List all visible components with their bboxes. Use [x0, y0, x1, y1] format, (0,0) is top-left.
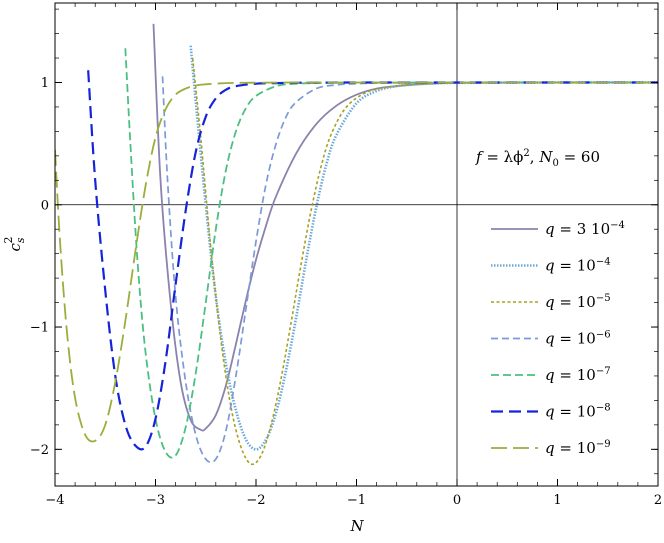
legend-item-2: q = 10−4 — [491, 257, 611, 275]
legend-item-3: q = 10−5 — [491, 293, 611, 311]
series-layer — [55, 23, 658, 466]
legend-item-6: q = 10−8 — [491, 403, 611, 421]
y-axis-label-sup: 2 — [2, 236, 15, 243]
y-axis-label: cs2 — [2, 236, 27, 251]
x-tick-label: 0 — [453, 493, 461, 508]
x-axis-label: N — [349, 517, 364, 535]
axis-ticks: −4 −3 −2 −1 0 1 2 −2 −1 0 1 — [30, 3, 662, 508]
legend-item-4: q = 10−6 — [491, 330, 611, 348]
legend-label: q = 10−7 — [545, 366, 611, 384]
legend-label: q = 10−6 — [545, 330, 611, 348]
series-line-7 — [55, 81, 658, 443]
series-line-5 — [124, 48, 658, 459]
x-tick-label: 1 — [553, 493, 561, 508]
x-tick-label: 2 — [654, 493, 662, 508]
legend-label: q = 10−5 — [545, 293, 611, 311]
x-tick-label: −4 — [45, 493, 64, 508]
y-tick-label: 1 — [41, 76, 49, 91]
x-tick-label: −1 — [347, 493, 366, 508]
legend-item-5: q = 10−7 — [491, 366, 611, 384]
legend-item-7: q = 10−9 — [491, 439, 611, 457]
legend-label: q = 10−4 — [545, 257, 611, 275]
y-axis-label-sub: s — [14, 237, 27, 243]
model-annotation: f = λϕ2, N0 = 60 — [475, 148, 600, 169]
legend: q = 3 10−4 q = 10−4 q = 10−5 q = 10−6 q = 10… — [491, 220, 625, 457]
y-tick-label: 0 — [41, 198, 49, 213]
x-tick-label: −3 — [146, 493, 165, 508]
y-tick-label: −1 — [30, 321, 49, 336]
legend-item-1: q = 3 10−4 — [491, 220, 625, 238]
x-tick-label: −2 — [246, 493, 265, 508]
legend-label: q = 10−8 — [545, 403, 611, 421]
legend-label: q = 10−9 — [545, 439, 611, 457]
y-tick-label: −2 — [30, 443, 49, 458]
series-line-6 — [87, 70, 658, 451]
legend-label: q = 3 10−4 — [545, 220, 625, 238]
series-line-2 — [189, 45, 658, 451]
